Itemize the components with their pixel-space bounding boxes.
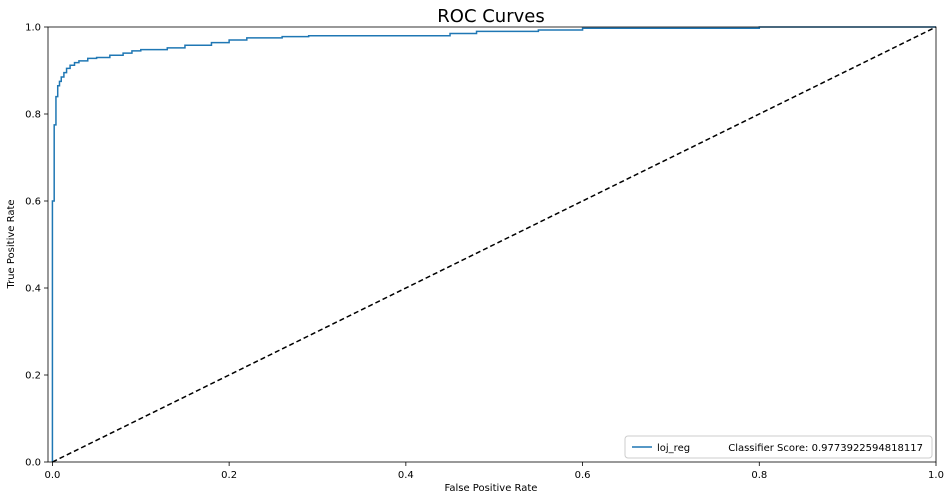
- y-tick-label: 0.0: [25, 458, 41, 469]
- x-tick-label: 0.4: [398, 470, 414, 481]
- y-tick-label: 0.6: [25, 197, 41, 208]
- y-tick-label: 0.4: [25, 284, 41, 295]
- x-tick-label: 0.6: [575, 470, 591, 481]
- y-axis: 0.0 0.2 0.4 0.6 0.8 1.0: [25, 23, 48, 469]
- x-tick-label: 1.0: [928, 470, 944, 481]
- plot-frame: [47, 26, 937, 463]
- chart-title: ROC Curves: [437, 6, 544, 27]
- x-tick-label: 0.0: [44, 470, 60, 481]
- y-tick-label: 1.0: [25, 23, 41, 34]
- legend-box: [624, 435, 933, 459]
- legend: loj_reg Classifier Score: 0.977392259481…: [624, 435, 933, 459]
- y-tick-label: 0.8: [25, 110, 41, 121]
- roc-series-line-loj_reg: [51, 26, 936, 462]
- legend-entry-label: loj_reg Classifier Score: 0.977392259481…: [657, 443, 923, 454]
- y-axis-label: True Positive Rate: [6, 199, 17, 289]
- x-tick-label: 0.8: [751, 470, 767, 481]
- diagonal-reference-line: [52, 26, 937, 463]
- x-axis: 0.0 0.2 0.4 0.6 0.8 1.0: [44, 462, 944, 481]
- plot-area: [51, 26, 937, 463]
- x-axis-label: False Positive Rate: [445, 483, 538, 494]
- y-tick-label: 0.2: [25, 371, 41, 382]
- x-tick-label: 0.2: [221, 470, 237, 481]
